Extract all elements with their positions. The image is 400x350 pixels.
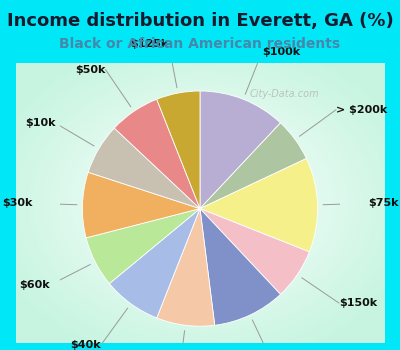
Text: $125k: $125k [130,38,168,49]
Text: $150k: $150k [339,298,377,308]
Text: $50k: $50k [75,65,106,75]
Wedge shape [200,159,318,252]
Wedge shape [200,209,280,325]
Text: $30k: $30k [2,198,32,208]
Wedge shape [200,209,309,294]
Wedge shape [200,91,280,209]
Wedge shape [157,91,200,209]
Wedge shape [86,209,200,284]
Wedge shape [109,209,200,318]
Text: > $200k: > $200k [336,105,387,115]
Text: $75k: $75k [368,198,398,208]
Text: Income distribution in Everett, GA (%): Income distribution in Everett, GA (%) [7,12,393,30]
Wedge shape [157,209,215,326]
Text: $60k: $60k [20,280,50,290]
Wedge shape [114,99,200,209]
Text: $100k: $100k [262,47,300,57]
Wedge shape [82,172,200,238]
Text: Black or African American residents: Black or African American residents [60,37,340,51]
Wedge shape [88,128,200,209]
Text: $40k: $40k [71,340,101,350]
Text: City-Data.com: City-Data.com [249,89,319,99]
Text: $10k: $10k [25,118,55,128]
Wedge shape [200,123,306,209]
